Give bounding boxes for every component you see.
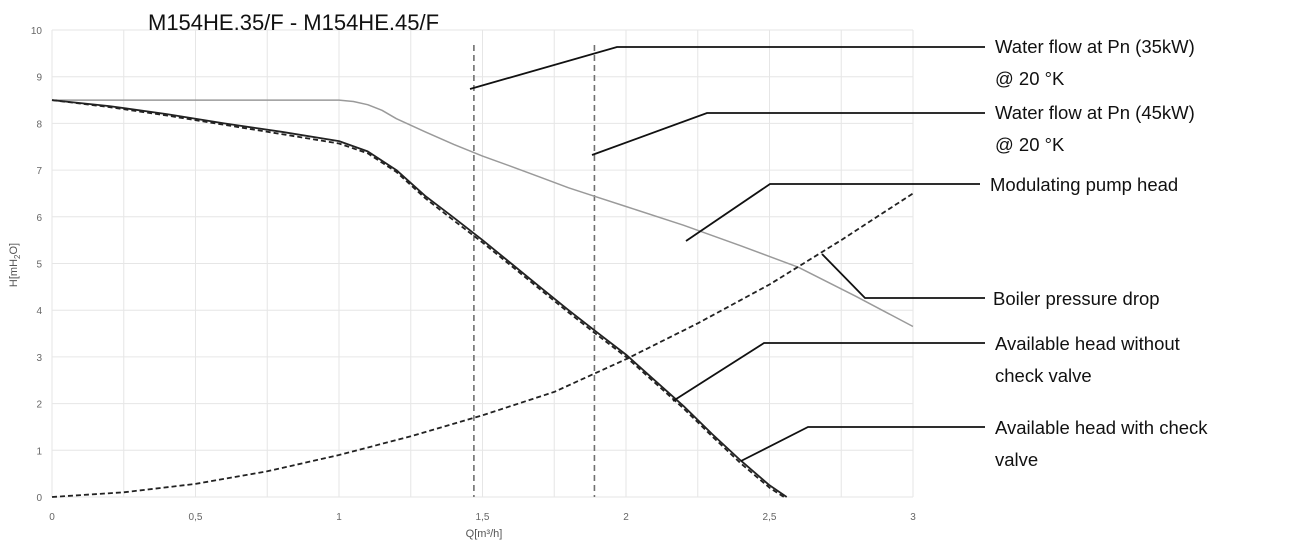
x-tick-label: 3	[910, 512, 916, 523]
annotation-with_valve: Available head with check valve	[995, 417, 1208, 470]
x-tick-label: 2	[623, 512, 629, 523]
y-tick-label: 9	[36, 73, 42, 84]
x-tick-label: 1,5	[476, 512, 490, 523]
x-tick-label: 0	[49, 512, 55, 523]
annotation-pn35: Water flow at Pn (35kW) @ 20 °K	[995, 36, 1195, 89]
annotation-without_valve: Available head without check valve	[995, 333, 1180, 386]
series-with_valve	[51, 99, 785, 498]
x-tick-label: 1	[336, 512, 342, 523]
x-tick-label: 2,5	[763, 512, 777, 523]
y-tick-label: 7	[36, 166, 42, 177]
grid	[51, 29, 914, 498]
leader-line-pn45	[591, 112, 985, 156]
leader-line-without_valve	[672, 342, 985, 402]
y-tick-label: 3	[36, 353, 42, 364]
annotation-modulating: Modulating pump head	[990, 174, 1178, 195]
annotation-pressure_drop: Boiler pressure drop	[993, 288, 1160, 309]
series-group	[51, 99, 914, 498]
y-tick-label: 1	[36, 446, 42, 457]
y-tick-label: 4	[36, 306, 42, 317]
leader-line-pn35	[469, 46, 985, 90]
y-tick-label: 6	[36, 213, 42, 224]
reference-lines	[473, 45, 596, 497]
series-pressure_drop	[51, 192, 914, 498]
chart-title: M154HE.35/F - M154HE.45/F	[148, 10, 439, 35]
y-axis-label: H[mH2O]	[8, 243, 22, 287]
y-tick-label: 5	[36, 260, 42, 271]
series-without_valve	[51, 99, 788, 498]
y-tick-label: 0	[36, 493, 42, 504]
series-modulating	[52, 99, 914, 328]
tick-labels: 0 0,5 1 1,5 2 2,5 3 0 1 2 3 4 5 6 7 8 9 10	[31, 26, 916, 523]
leader-line-pressure_drop	[821, 253, 985, 299]
y-tick-label: 2	[36, 400, 42, 411]
annotation-pn45: Water flow at Pn (45kW) @ 20 °K	[995, 102, 1195, 155]
x-axis-label: Q[m³/h]	[466, 528, 503, 540]
y-tick-label: 8	[36, 119, 42, 130]
leader-line-with_valve	[740, 426, 985, 462]
leader-line-modulating	[685, 183, 980, 242]
x-tick-label: 0,5	[189, 512, 203, 523]
y-tick-label: 10	[31, 26, 43, 37]
annotations: Water flow at Pn (35kW) @ 20 °K Water flow…	[469, 36, 1208, 470]
